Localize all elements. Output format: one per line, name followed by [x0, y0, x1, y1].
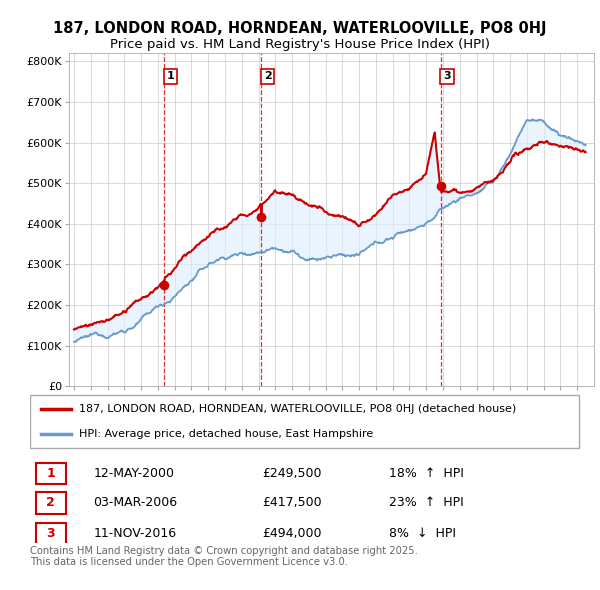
- Text: 12-MAY-2000: 12-MAY-2000: [94, 467, 175, 480]
- Text: 11-NOV-2016: 11-NOV-2016: [94, 527, 176, 540]
- Text: 2: 2: [264, 71, 272, 81]
- Text: £417,500: £417,500: [262, 496, 322, 510]
- Text: 18%  ↑  HPI: 18% ↑ HPI: [389, 467, 464, 480]
- Text: Contains HM Land Registry data © Crown copyright and database right 2025.
This d: Contains HM Land Registry data © Crown c…: [30, 546, 418, 568]
- Text: Price paid vs. HM Land Registry's House Price Index (HPI): Price paid vs. HM Land Registry's House …: [110, 38, 490, 51]
- Text: £249,500: £249,500: [262, 467, 322, 480]
- Text: 3: 3: [443, 71, 451, 81]
- Text: HPI: Average price, detached house, East Hampshire: HPI: Average price, detached house, East…: [79, 429, 373, 439]
- Text: £494,000: £494,000: [262, 527, 322, 540]
- FancyBboxPatch shape: [35, 463, 66, 484]
- Text: 1: 1: [46, 467, 55, 480]
- Text: 187, LONDON ROAD, HORNDEAN, WATERLOOVILLE, PO8 0HJ (detached house): 187, LONDON ROAD, HORNDEAN, WATERLOOVILL…: [79, 404, 516, 414]
- Text: 8%  ↓  HPI: 8% ↓ HPI: [389, 527, 456, 540]
- FancyBboxPatch shape: [30, 395, 579, 448]
- Text: 2: 2: [46, 496, 55, 510]
- Text: 03-MAR-2006: 03-MAR-2006: [94, 496, 178, 510]
- Text: 23%  ↑  HPI: 23% ↑ HPI: [389, 496, 464, 510]
- FancyBboxPatch shape: [35, 492, 66, 513]
- FancyBboxPatch shape: [35, 523, 66, 545]
- Text: 187, LONDON ROAD, HORNDEAN, WATERLOOVILLE, PO8 0HJ: 187, LONDON ROAD, HORNDEAN, WATERLOOVILL…: [53, 21, 547, 35]
- Text: 3: 3: [46, 527, 55, 540]
- Text: 1: 1: [167, 71, 175, 81]
